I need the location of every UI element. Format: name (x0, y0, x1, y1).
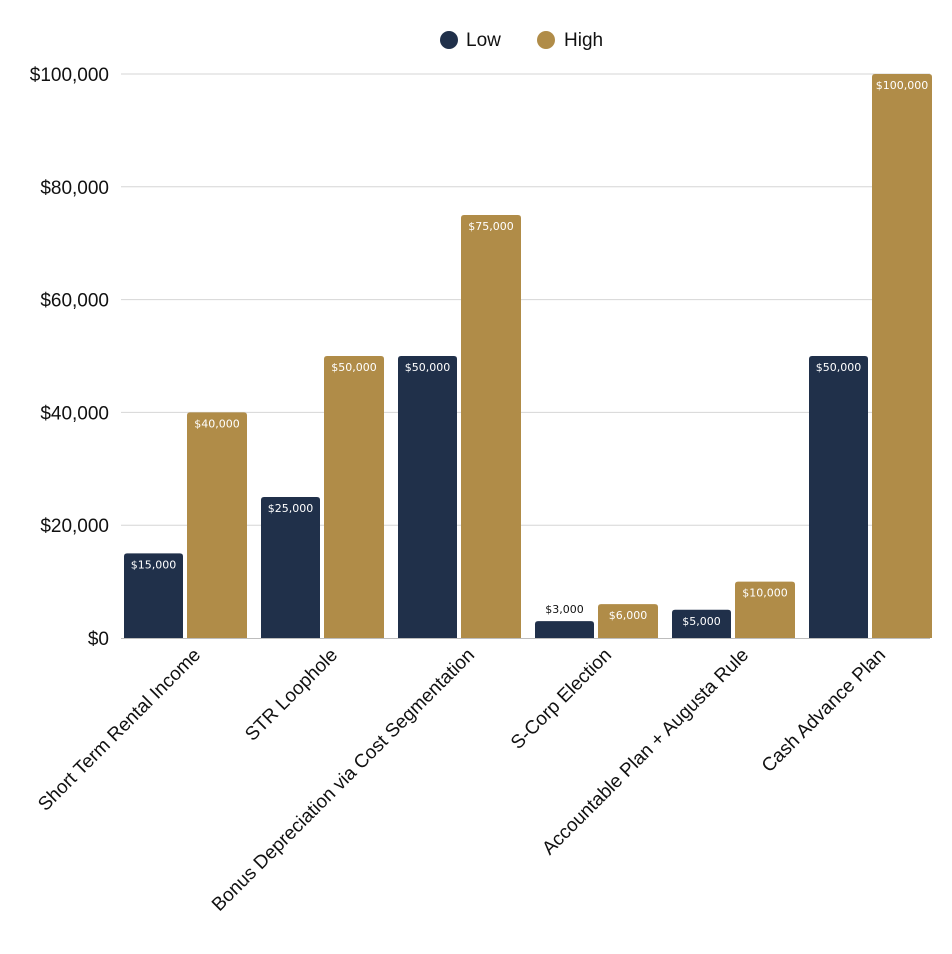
bar-high-str-loophole (324, 356, 384, 638)
bar-value-labels: $15,000 $40,000 $25,000 $50,000 $50,000 $75,0… (131, 79, 929, 628)
bar-value-label-low-str-loophole: $25,000 (268, 502, 314, 515)
y-axis-ticks: $0 $20,000 $40,000 $60,000 $80,000 $100,000 (30, 65, 109, 650)
x-category-label-cash-advance-plan: Cash Advance Plan (758, 645, 890, 777)
bar-low-cash-advance-plan (809, 356, 868, 638)
bar-high-s-corp-election (598, 604, 658, 638)
y-tick-label: $60,000 (40, 291, 109, 312)
legend-swatch-low (440, 31, 458, 49)
bar-value-label-high-cash-advance-plan: $100,000 (876, 79, 929, 92)
x-category-label-bonus-depreciation-via-cost-segmentation: Bonus Depreciation via Cost Segmentation (208, 645, 479, 916)
bars (124, 74, 932, 638)
bar-low-short-term-rental-income (124, 553, 183, 638)
gridlines (121, 73, 930, 526)
bar-low-accountable-plan-augusta-rule (672, 609, 731, 638)
legend: Low High (440, 30, 603, 51)
y-tick-label: $20,000 (40, 516, 109, 537)
bar-high-accountable-plan-augusta-rule (735, 581, 795, 638)
bar-high-cash-advance-plan (872, 74, 932, 638)
x-category-label-s-corp-election: S-Corp Election (507, 645, 616, 754)
bar-high-short-term-rental-income (187, 412, 247, 638)
x-category-label-str-loophole: STR Loophole (241, 645, 342, 746)
bar-value-label-high-bonus-depreciation-via-cost-segmentation: $75,000 (468, 220, 514, 233)
y-tick-label: $100,000 (30, 65, 109, 86)
x-axis-categories: Short Term Rental Income STR LoopholeBonu… (34, 645, 890, 916)
bar-value-label-low-short-term-rental-income: $15,000 (131, 558, 177, 571)
bar-high-bonus-depreciation-via-cost-segmentation (461, 215, 521, 638)
bar-value-label-high-short-term-rental-income: $40,000 (194, 417, 240, 430)
legend-swatch-high (537, 31, 555, 49)
bar-value-label-high-str-loophole: $50,000 (331, 361, 377, 374)
bar-value-label-high-accountable-plan-augusta-rule: $10,000 (742, 587, 788, 600)
x-category-label-short-term-rental-income: Short Term Rental Income (34, 645, 205, 816)
bar-low-str-loophole (261, 497, 320, 638)
bar-value-label-low-cash-advance-plan: $50,000 (816, 361, 862, 374)
y-tick-label: $80,000 (40, 178, 109, 199)
legend-label-high: High (564, 30, 603, 51)
bar-value-label-low-bonus-depreciation-via-cost-segmentation: $50,000 (405, 361, 451, 374)
bar-value-label-low-s-corp-election: $3,000 (545, 603, 584, 616)
bar-value-label-high-s-corp-election: $6,000 (609, 609, 648, 622)
bar-low-s-corp-election (535, 621, 594, 638)
bar-value-label-low-accountable-plan-augusta-rule: $5,000 (682, 615, 721, 628)
bar-low-bonus-depreciation-via-cost-segmentation (398, 356, 457, 638)
legend-label-low: Low (466, 30, 501, 51)
y-tick-label: $0 (88, 629, 109, 650)
y-tick-label: $40,000 (40, 403, 109, 424)
